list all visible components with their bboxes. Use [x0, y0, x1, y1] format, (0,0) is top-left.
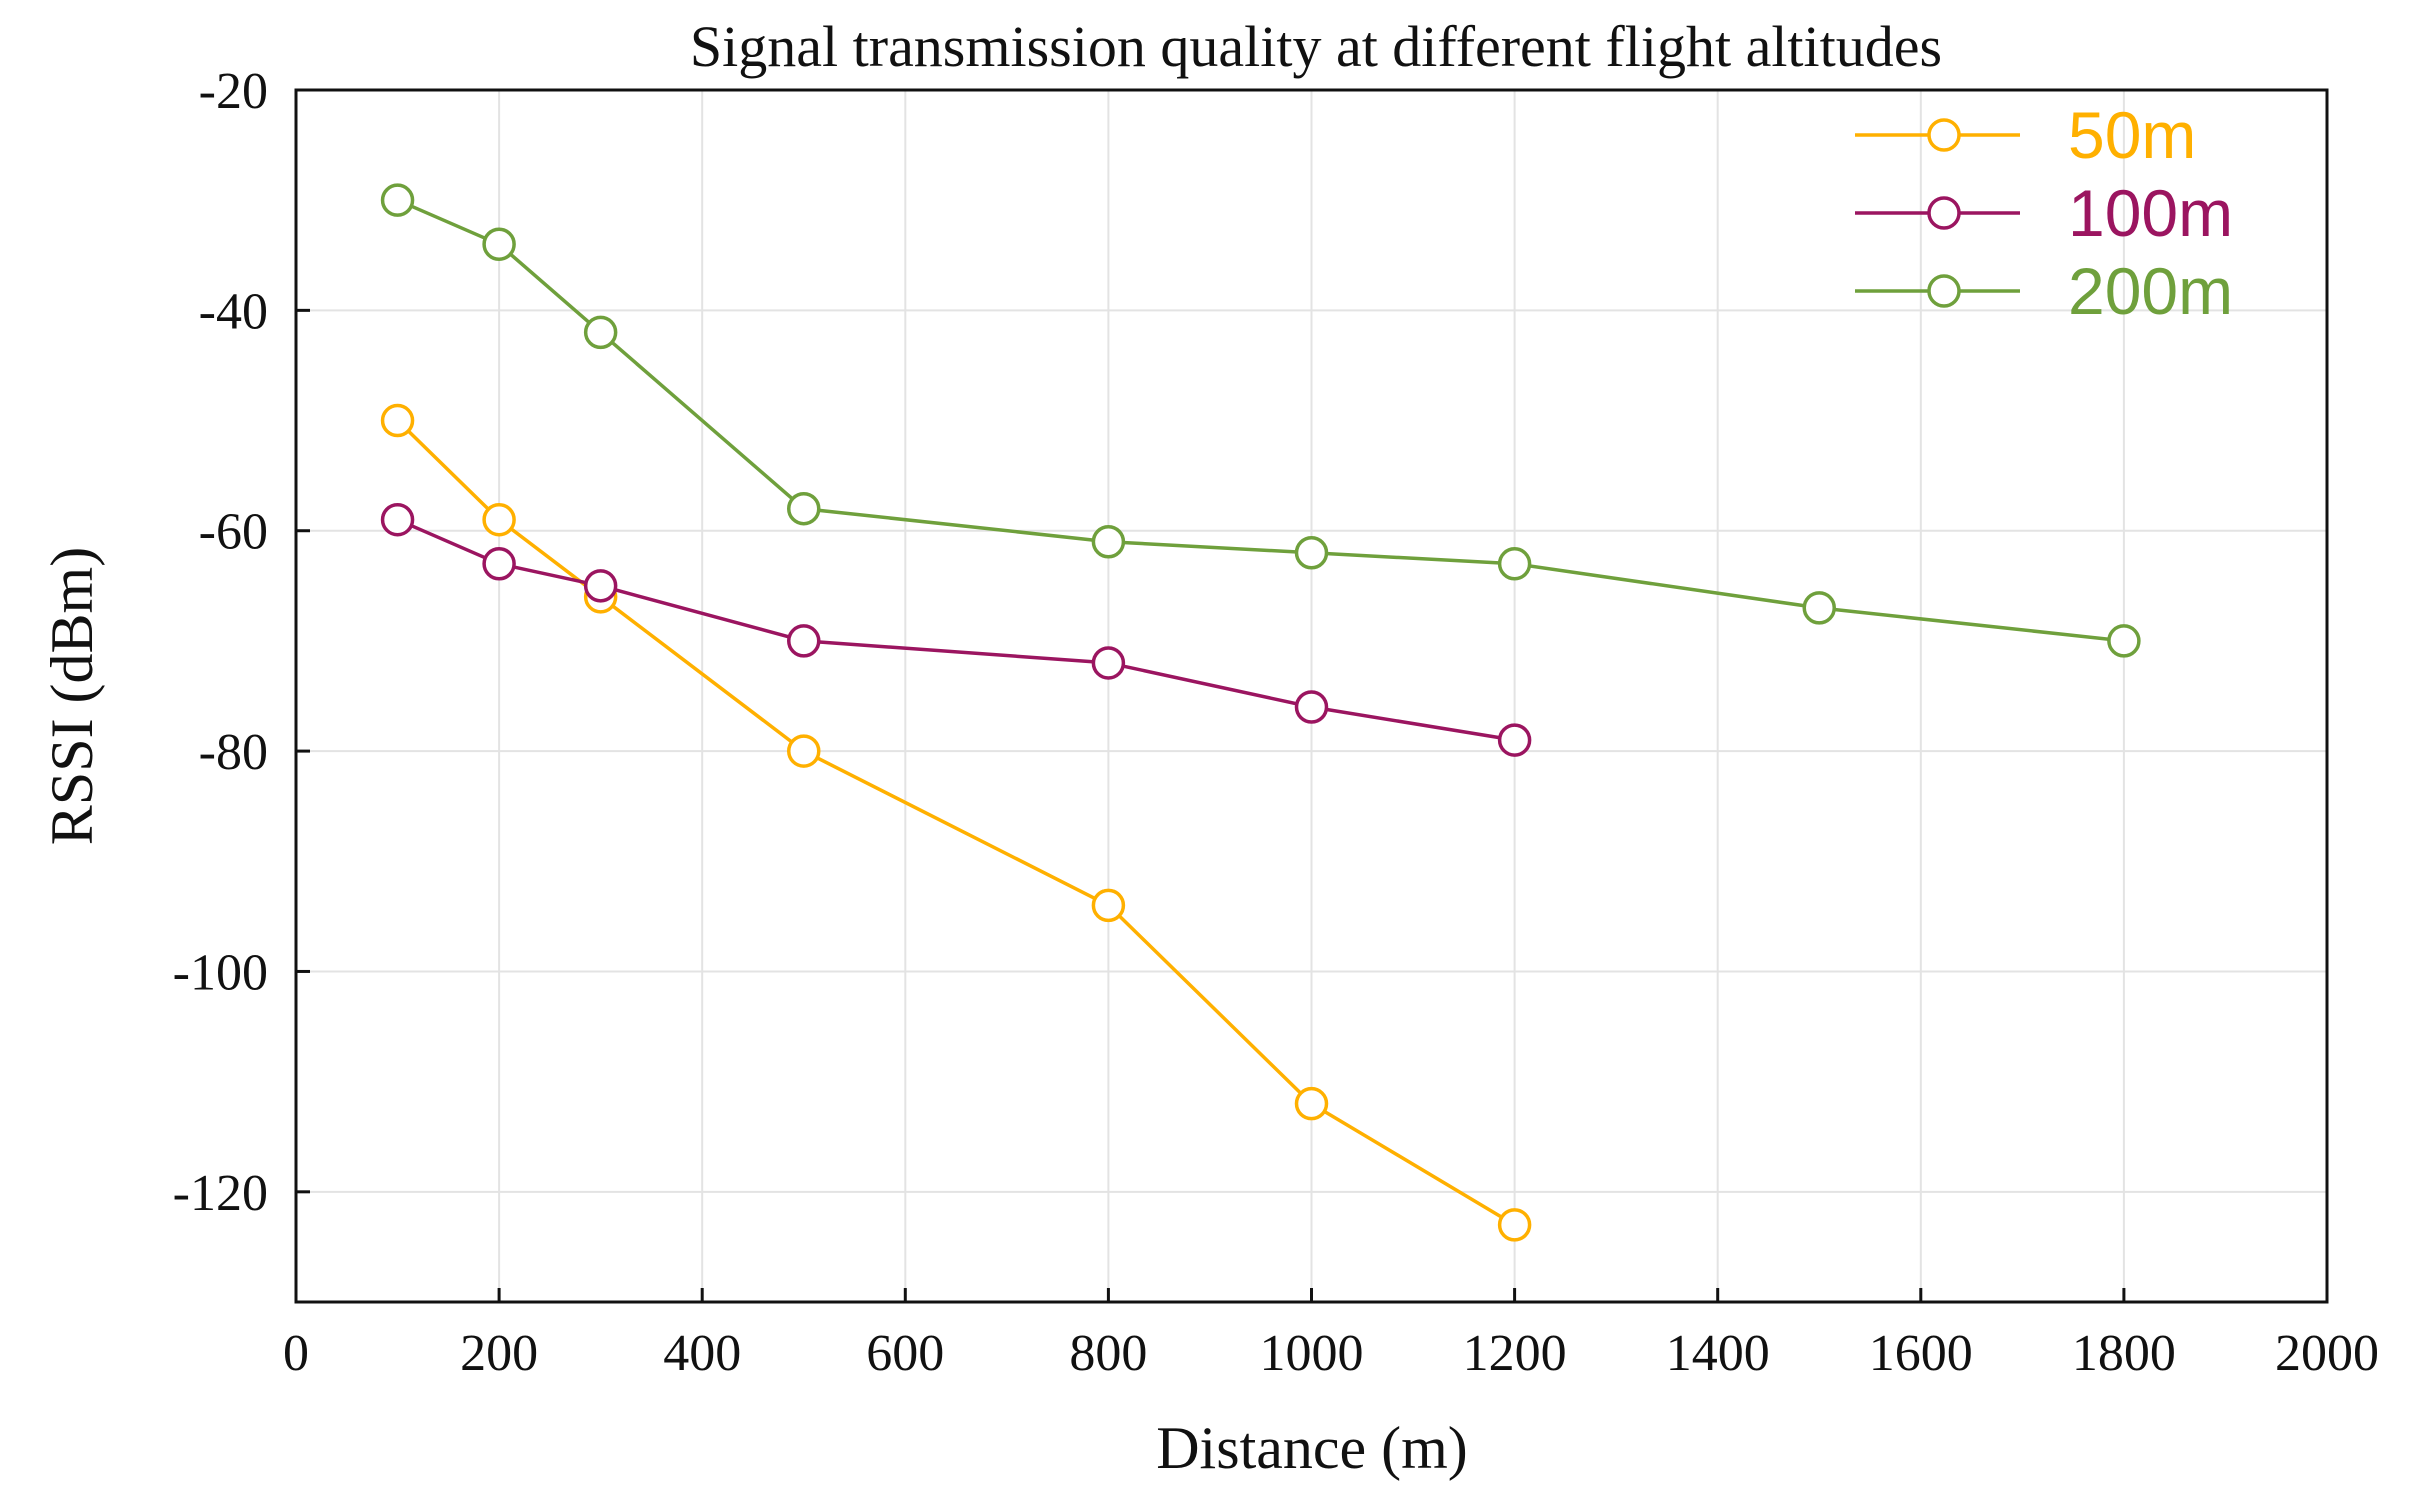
- data-point-50m: [380, 403, 415, 438]
- y-axis-label: RSSI (dBm): [39, 547, 105, 845]
- data-point-100m: [1497, 723, 1532, 757]
- y-tick-label: -120: [173, 1165, 268, 1222]
- x-tick-label: 2000: [2275, 1325, 2379, 1382]
- y-tick-label: -20: [199, 63, 268, 120]
- data-point-100m: [787, 624, 821, 658]
- data-point-200m: [1294, 536, 1329, 570]
- data-point-200m: [380, 183, 415, 217]
- data-point-50m: [1497, 1208, 1532, 1242]
- data-point-100m: [380, 502, 415, 537]
- data-point-200m: [2107, 624, 2141, 658]
- data-point-100m: [482, 547, 516, 581]
- chart-title: Signal transmission quality at different…: [690, 14, 1942, 79]
- series-200m: [380, 183, 2141, 658]
- data-point-200m: [1497, 547, 1532, 581]
- data-point-50m: [1294, 1086, 1329, 1121]
- x-axis: 0 200 400 600 800 1000 1200 1400 1600 1800 2000: [283, 1288, 2379, 1382]
- x-tick-label: 1800: [2072, 1325, 2176, 1382]
- legend-marker: [1927, 196, 1961, 230]
- x-tick-label: 1000: [1260, 1325, 1364, 1382]
- y-tick-label: -60: [199, 504, 268, 561]
- data-point-200m: [1091, 524, 1126, 559]
- x-axis-label: Distance (m): [1156, 1415, 1468, 1481]
- x-tick-label: 800: [1069, 1325, 1147, 1382]
- legend-label: 50m: [2068, 98, 2196, 172]
- legend-label: 200m: [2068, 254, 2233, 328]
- x-tick-label: 0: [283, 1325, 309, 1382]
- data-point-200m: [1802, 591, 1836, 625]
- data-point-200m: [787, 491, 821, 526]
- series-line-100m: [396, 518, 1515, 742]
- data-point-200m: [482, 227, 516, 262]
- data-point-200m: [583, 315, 618, 350]
- series-100m: [380, 502, 1532, 757]
- legend-marker: [1927, 274, 1961, 308]
- grid-lines: [296, 90, 2327, 1302]
- x-tick-label: 1200: [1463, 1325, 1567, 1382]
- y-tick-label: -80: [199, 724, 268, 781]
- data-point-100m: [583, 569, 618, 603]
- legend-label: 100m: [2068, 176, 2233, 250]
- data-point-50m: [787, 734, 821, 768]
- x-tick-label: 1400: [1666, 1325, 1770, 1382]
- x-tick-label: 600: [866, 1325, 944, 1382]
- data-point-50m: [482, 502, 516, 537]
- legend-item-50m: 50m: [1855, 98, 2196, 172]
- x-tick-label: 200: [460, 1325, 538, 1382]
- series-layer: [380, 183, 2141, 1242]
- series-line-50m: [396, 419, 1516, 1227]
- x-tick-label: 400: [663, 1325, 741, 1382]
- data-point-50m: [1091, 888, 1126, 923]
- data-point-100m: [1091, 646, 1126, 680]
- y-tick-label: -100: [173, 944, 268, 1001]
- series-line-200m: [396, 198, 2125, 643]
- legend-item-200m: 200m: [1855, 254, 2233, 328]
- y-tick-label: -40: [199, 283, 268, 340]
- legend-item-100m: 100m: [1855, 176, 2233, 250]
- x-tick-label: 1600: [1869, 1325, 1973, 1382]
- y-axis: -20 -40 -60 -80 -100 -120: [173, 63, 310, 1222]
- data-point-100m: [1294, 690, 1329, 724]
- legend-marker: [1927, 118, 1961, 152]
